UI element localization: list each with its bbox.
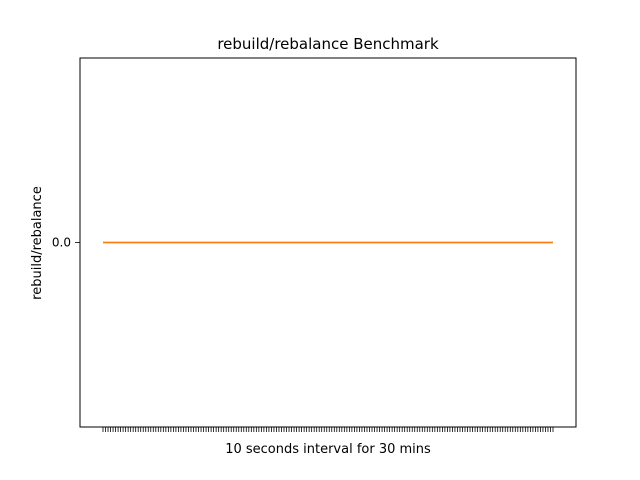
x-axis-label: 10 seconds interval for 30 mins [225,442,431,457]
y-axis-ticks: 0.0 [52,236,80,250]
x-axis-ticks [102,427,554,432]
y-axis-label: rebuild/rebalance [30,186,45,300]
chart-title: rebuild/rebalance Benchmark [217,35,439,53]
y-tick-label: 0.0 [52,236,71,250]
